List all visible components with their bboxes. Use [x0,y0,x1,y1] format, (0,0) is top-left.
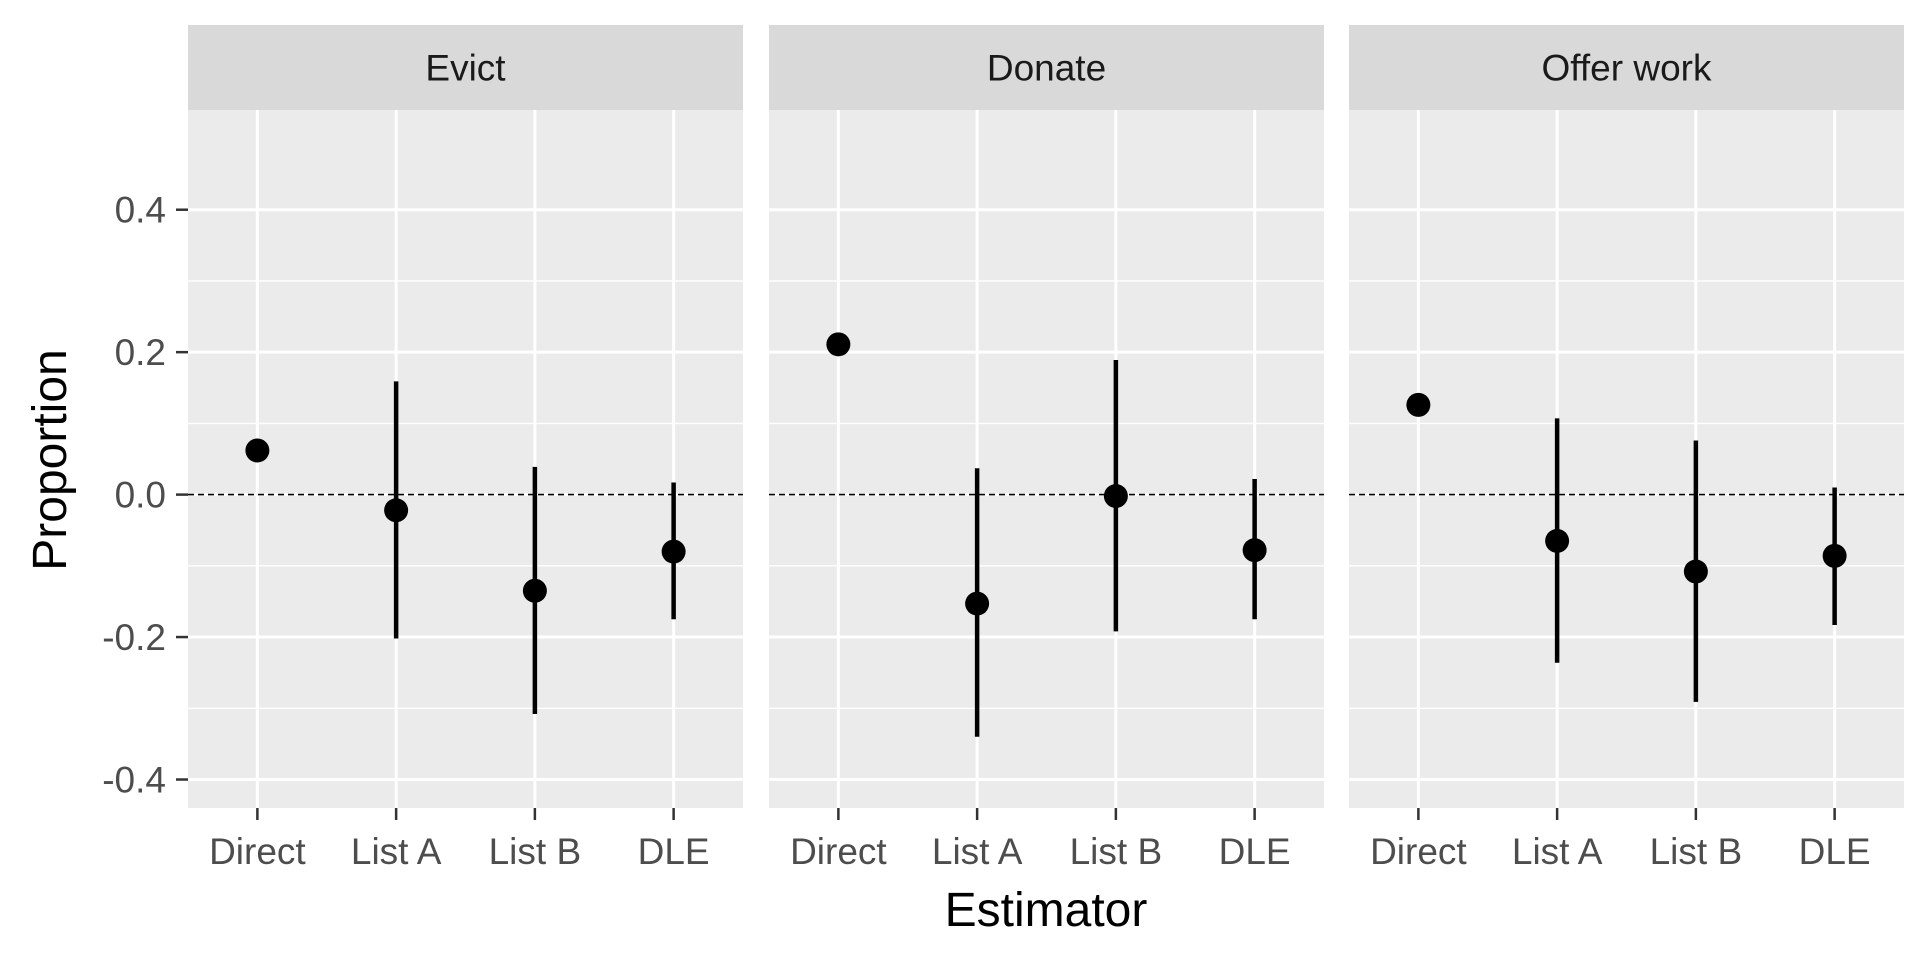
data-point [1822,543,1847,568]
panel-background [769,110,1324,808]
y-tick-label: -0.4 [102,760,166,801]
x-tick-label: List B [489,831,582,872]
panel-background [1349,110,1904,808]
y-axis-title: Proportion [24,349,77,570]
y-axis: -0.4 -0.2 0.0 0.2 0.4 [102,190,188,801]
data-point [1545,528,1570,553]
x-tick-label: Direct [209,831,306,872]
data-point [1242,538,1267,563]
y-tick-label: -0.2 [102,617,166,658]
data-point [826,332,851,357]
data-point [522,578,547,603]
x-tick-label: List A [351,831,442,872]
facet-panel: Offer work Direct List A List B DLE [1349,25,1904,872]
x-tick-label: List B [1650,831,1743,872]
y-tick-label: 0.2 [115,332,166,373]
x-tick-label: Direct [1370,831,1467,872]
data-point [1683,559,1708,584]
x-tick-label: List A [1512,831,1603,872]
x-axis-title: Estimator [945,884,1148,937]
x-tick-label: Direct [790,831,887,872]
data-point [1406,392,1431,417]
facet-title: Offer work [1542,48,1712,89]
facet-strip [769,25,1324,110]
y-tick-label: 0.0 [115,475,166,516]
x-tick-label: DLE [1219,831,1291,872]
panel-background [188,110,743,808]
data-point [1103,484,1128,509]
data-point [245,438,270,463]
x-tick-label: List A [932,831,1023,872]
facet-strip [188,25,743,110]
facet-title: Evict [425,48,506,89]
data-point [384,498,409,523]
x-tick-label: DLE [638,831,710,872]
facet-strip [1349,25,1904,110]
y-tick-label: 0.4 [115,190,166,231]
facet-title: Donate [987,48,1106,89]
data-point [661,539,686,564]
data-point [965,591,990,616]
facet-panel: Donate Direct List A List B DLE [769,25,1324,872]
facets: Evict Direct List A List B DLE Donate Direct Li… [188,25,1904,872]
facet-panel: Evict Direct List A List B DLE [188,25,743,872]
x-tick-label: List B [1070,831,1163,872]
x-tick-label: DLE [1799,831,1871,872]
